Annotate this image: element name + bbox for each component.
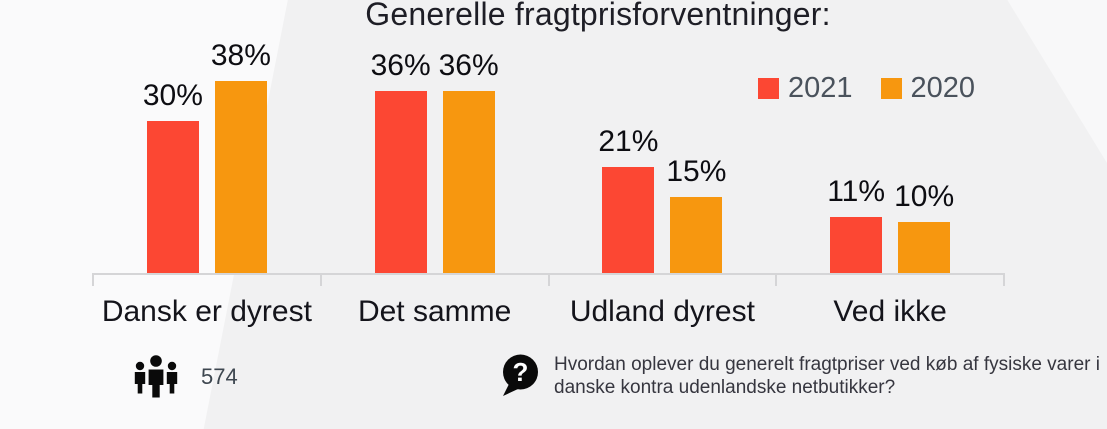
question-footer: ? Hvordan oplever du generelt fragtprise… <box>501 353 1107 399</box>
bar-2021-udland-dyrest <box>602 167 655 273</box>
question-bubble-icon: ? <box>503 354 538 396</box>
axis-tick <box>1003 273 1005 286</box>
value-label-2021-dansk-er-dyrest: 30% <box>142 79 203 112</box>
legend-label-2021: 2021 <box>788 72 853 104</box>
category-label-udland-dyrest: Udland dyrest <box>569 295 755 328</box>
question-text: Hvordan oplever du generelt fragtpriser … <box>554 354 1100 398</box>
svg-text:?: ? <box>513 357 529 387</box>
category-label-dansk-er-dyrest: Dansk er dyrest <box>101 295 312 328</box>
axis-tick <box>319 273 322 286</box>
value-label-2021-ved-ikke: 11% <box>827 175 886 208</box>
axis-tick <box>92 273 94 286</box>
category-label-det-samme: Det samme <box>357 295 512 328</box>
value-label-2020-ved-ikke: 10% <box>894 180 955 213</box>
legend-item-2020: 2020 <box>880 72 976 105</box>
respondents-count: 574 <box>201 364 238 389</box>
bar-2021-dansk-er-dyrest <box>146 121 199 273</box>
bar-2020-det-samme <box>442 91 495 273</box>
bar-2020-dansk-er-dyrest <box>214 81 267 273</box>
category-label-ved-ikke: Ved ikke <box>833 295 947 328</box>
value-label-2021-udland-dyrest: 21% <box>598 125 659 158</box>
value-label-2021-det-samme: 36% <box>370 49 431 82</box>
value-label-2020-udland-dyrest: 15% <box>666 155 727 188</box>
bar-2020-udland-dyrest <box>670 197 723 273</box>
people-icon <box>134 355 178 398</box>
bar-2021-det-samme <box>374 91 427 273</box>
value-label-2020-det-samme: 36% <box>438 49 499 82</box>
value-label-2020-dansk-er-dyrest: 38% <box>210 39 271 72</box>
legend-swatch-2020 <box>880 78 902 99</box>
axis-tick <box>775 273 778 286</box>
legend-item-2021: 2021 <box>758 72 853 105</box>
bar-2021-ved-ikke <box>830 217 883 273</box>
chart-title: Generelle fragtprisforventninger: <box>365 0 831 32</box>
legend-label-2020: 2020 <box>910 72 976 104</box>
chart-legend: 2021 2020 <box>758 72 975 105</box>
axis-tick <box>547 273 550 286</box>
legend-swatch-2021 <box>758 78 779 99</box>
bar-2020-ved-ikke <box>898 222 951 273</box>
respondents-footer: 574 <box>131 354 238 400</box>
